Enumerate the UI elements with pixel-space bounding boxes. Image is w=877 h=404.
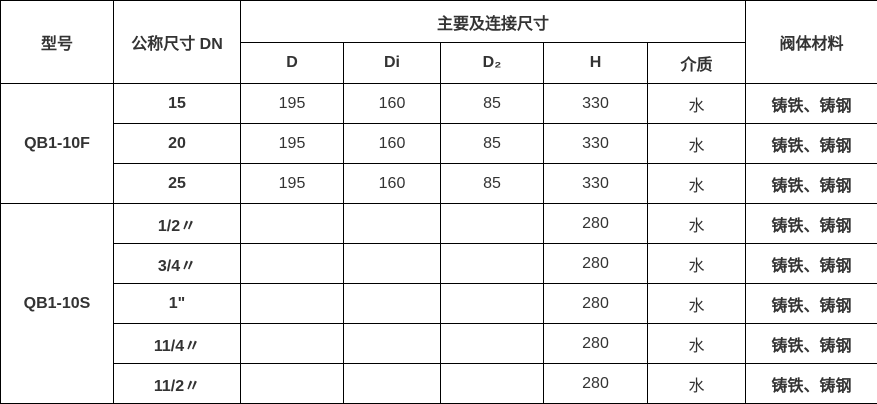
cell-material: 铸铁、铸钢 [746,284,877,324]
cell-medium: 水 [648,324,746,364]
cell-d2 [441,204,544,244]
cell-d [241,244,344,284]
cell-dn: 20 [114,124,241,164]
header-row-top: 型号 公称尺寸 DN 主要及连接尺寸 阀体材料 [1,1,877,43]
table-row: 3/4〃 280 水 铸铁、铸钢 [1,244,877,284]
cell-d2 [441,244,544,284]
table-row: 11/2〃 280 水 铸铁、铸钢 [1,364,877,404]
cell-material: 铸铁、铸钢 [746,244,877,284]
cell-di [344,244,441,284]
cell-d [241,364,344,404]
cell-h: 330 [544,124,648,164]
cell-medium: 水 [648,244,746,284]
table-row: 20 195 160 85 330 水 铸铁、铸钢 [1,124,877,164]
cell-dn: 15 [114,84,241,124]
cell-h: 280 [544,324,648,364]
cell-d2: 85 [441,84,544,124]
cell-dn: 25 [114,164,241,204]
table-row: 25 195 160 85 330 水 铸铁、铸钢 [1,164,877,204]
cell-d: 195 [241,164,344,204]
table-row: 1" 280 水 铸铁、铸钢 [1,284,877,324]
cell-d: 195 [241,84,344,124]
cell-h: 280 [544,204,648,244]
cell-material: 铸铁、铸钢 [746,124,877,164]
subheader-h: H [544,43,648,84]
cell-d2 [441,284,544,324]
cell-h: 280 [544,244,648,284]
cell-d [241,284,344,324]
header-nominal-size: 公称尺寸 DN [114,1,241,84]
cell-dn: 1" [114,284,241,324]
header-main-dims-group: 主要及连接尺寸 [241,1,746,43]
cell-di [344,324,441,364]
cell-d2: 85 [441,124,544,164]
cell-dn: 11/2〃 [114,364,241,404]
table-row: QB1-10S 1/2〃 280 水 铸铁、铸钢 [1,204,877,244]
cell-medium: 水 [648,204,746,244]
subheader-d: D [241,43,344,84]
subheader-medium: 介质 [648,43,746,84]
cell-material: 铸铁、铸钢 [746,84,877,124]
subheader-d2: D₂ [441,43,544,84]
cell-di: 160 [344,164,441,204]
model-cell-qb1-10s: QB1-10S [1,204,114,404]
cell-medium: 水 [648,124,746,164]
cell-medium: 水 [648,364,746,404]
cell-medium: 水 [648,164,746,204]
cell-material: 铸铁、铸钢 [746,204,877,244]
header-body-material: 阀体材料 [746,1,877,84]
cell-material: 铸铁、铸钢 [746,164,877,204]
cell-h: 330 [544,164,648,204]
table-row: QB1-10F 15 195 160 85 330 水 铸铁、铸钢 [1,84,877,124]
cell-medium: 水 [648,84,746,124]
cell-h: 280 [544,364,648,404]
model-cell-qb1-10f: QB1-10F [1,84,114,204]
subheader-di: Di [344,43,441,84]
cell-d2 [441,324,544,364]
cell-material: 铸铁、铸钢 [746,364,877,404]
cell-d2: 85 [441,164,544,204]
cell-di: 160 [344,124,441,164]
cell-h: 330 [544,84,648,124]
header-model: 型号 [1,1,114,84]
cell-di: 160 [344,84,441,124]
cell-di [344,204,441,244]
cell-dn: 1/2〃 [114,204,241,244]
cell-di [344,364,441,404]
cell-dn: 3/4〃 [114,244,241,284]
cell-medium: 水 [648,284,746,324]
table-row: 11/4〃 280 水 铸铁、铸钢 [1,324,877,364]
cell-h: 280 [544,284,648,324]
cell-di [344,284,441,324]
cell-material: 铸铁、铸钢 [746,324,877,364]
cell-d2 [441,364,544,404]
cell-d: 195 [241,124,344,164]
cell-d [241,324,344,364]
cell-d [241,204,344,244]
cell-dn: 11/4〃 [114,324,241,364]
